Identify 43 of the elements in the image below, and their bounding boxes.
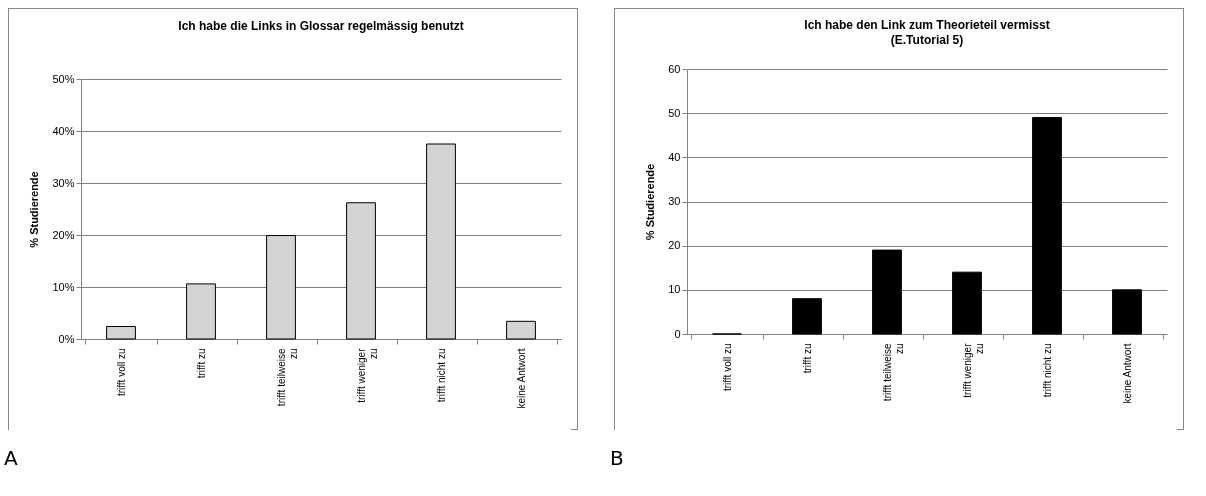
y-tick-label: 50%	[52, 72, 75, 85]
text: B	[610, 446, 624, 470]
x-tick-label: trifft zu	[195, 348, 207, 379]
y-tick-label: 10%	[52, 280, 75, 293]
bar	[1032, 117, 1062, 335]
bar	[952, 271, 982, 335]
y-axis-title: % Studierende	[28, 171, 41, 248]
x-tick-label: trifft teilweise zu	[881, 343, 905, 402]
x-tick-label: trifft teilweise zu	[275, 348, 299, 407]
x-tick-label: trifft weniger zu	[961, 342, 985, 398]
text: A	[4, 446, 18, 470]
bar	[506, 320, 536, 340]
y-tick-label: 50	[668, 106, 681, 119]
y-tick-label: 20%	[52, 228, 75, 241]
y-tick-label: 10	[668, 283, 681, 296]
chart-title: Ich habe den Link zum Theorieteil vermisst	[804, 18, 1050, 32]
y-tick-label: 30%	[52, 176, 75, 189]
y-axis-title: % Studierende	[644, 163, 657, 241]
bar	[346, 202, 376, 340]
bar	[1112, 289, 1142, 335]
x-tick-label: trifft nicht zu	[435, 348, 447, 403]
x-tick-label: trifft weniger zu	[355, 347, 379, 403]
x-tick-label: keine Antwort	[1121, 343, 1133, 404]
x-tick-label: keine Antwort	[515, 348, 527, 409]
y-tick-label: 40	[668, 150, 681, 163]
bar	[872, 249, 902, 335]
y-tick-label: 30	[668, 195, 681, 207]
y-tick-label: 40%	[52, 124, 75, 137]
x-tick-label: trifft voll zu	[115, 348, 127, 397]
y-tick-label: 20	[668, 239, 681, 252]
x-tick-label: trifft nicht zu	[1041, 343, 1053, 398]
bar	[106, 326, 136, 340]
x-tick-label: trifft voll zu	[721, 343, 733, 392]
bar	[266, 235, 296, 340]
bar	[792, 298, 822, 335]
chart-subtitle: (E.Tutorial 5)	[890, 33, 964, 47]
y-tick-label: 0	[674, 327, 681, 340]
x-tick-label: trifft zu	[801, 343, 813, 374]
bar	[426, 143, 456, 340]
y-tick-label: 0%	[58, 332, 75, 345]
chart-title: Ich habe die Links in Glossar regelmässig benutzt	[178, 19, 464, 33]
bar	[186, 283, 216, 340]
y-tick-label: 60	[668, 62, 681, 75]
